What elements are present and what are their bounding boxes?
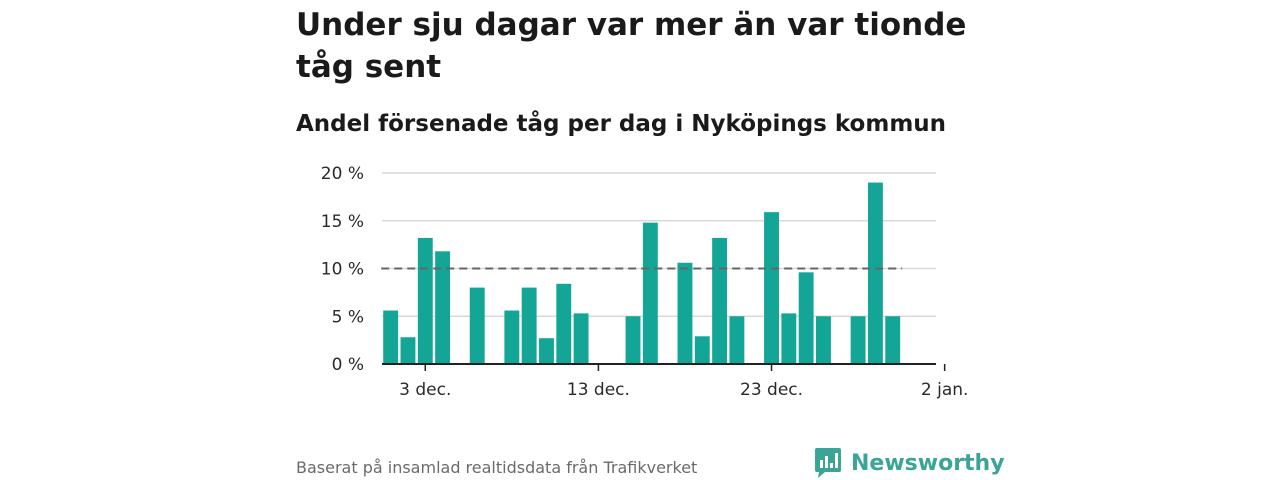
brand-logo[interactable]: Newsworthy <box>814 446 1005 480</box>
bar-day-15 <box>625 316 641 364</box>
axes: 0 % 5 % 10 % 15 % 20 % 3 dec. 13 dec. 23 dec. 2 … <box>321 164 969 400</box>
x-tick-label: 2 jan. <box>921 380 969 400</box>
bar-day-30 <box>885 316 901 364</box>
bar-day-10 <box>539 338 554 364</box>
bar-day-4 <box>435 251 451 364</box>
y-tick-label: 5 % <box>332 307 364 327</box>
bar-day-23 <box>764 212 779 364</box>
source-note: Baserat på insamlad realtidsdata från Tr… <box>296 458 698 477</box>
bar-chart: 0 % 5 % 10 % 15 % 20 % 3 dec. 13 dec. 23 dec. 2 … <box>321 164 969 400</box>
chart-title: Under sju dagar var mer än var tionde tå… <box>296 7 967 85</box>
bar-day-12 <box>573 313 589 364</box>
bars <box>383 182 901 364</box>
bar-day-8 <box>504 310 520 364</box>
y-tick-label: 20 % <box>321 164 364 184</box>
bar-day-11 <box>556 283 572 364</box>
bar-day-24 <box>781 313 797 364</box>
y-tick-label: 0 % <box>332 355 364 375</box>
bar-day-28 <box>850 316 866 364</box>
x-tick-label: 3 dec. <box>399 380 451 400</box>
chart-card: Under sju dagar var mer än var tionde tå… <box>296 0 1005 480</box>
y-tick-label: 10 % <box>321 260 364 280</box>
bar-day-1 <box>383 310 399 364</box>
chart-subtitle: Andel försenade tåg per dag i Nyköpings … <box>296 111 947 137</box>
bar-day-20 <box>712 237 728 364</box>
y-tick-label: 15 % <box>321 212 364 232</box>
brand-name: Newsworthy <box>851 450 1005 476</box>
bar-day-19 <box>694 336 710 364</box>
bar-day-21 <box>729 316 745 364</box>
x-tick-label: 13 dec. <box>567 380 630 400</box>
bar-day-26 <box>816 316 831 364</box>
bar-day-2 <box>400 337 416 364</box>
bar-day-3 <box>417 237 433 364</box>
bar-day-25 <box>798 272 814 364</box>
x-tick-label: 23 dec. <box>740 380 803 400</box>
bar-day-29 <box>867 182 883 364</box>
bar-day-18 <box>677 262 693 364</box>
bar-day-16 <box>642 222 658 364</box>
bar-day-6 <box>469 287 485 364</box>
newsworthy-logo-icon <box>815 448 841 478</box>
bar-day-9 <box>521 287 537 364</box>
grid-lines <box>382 172 936 317</box>
